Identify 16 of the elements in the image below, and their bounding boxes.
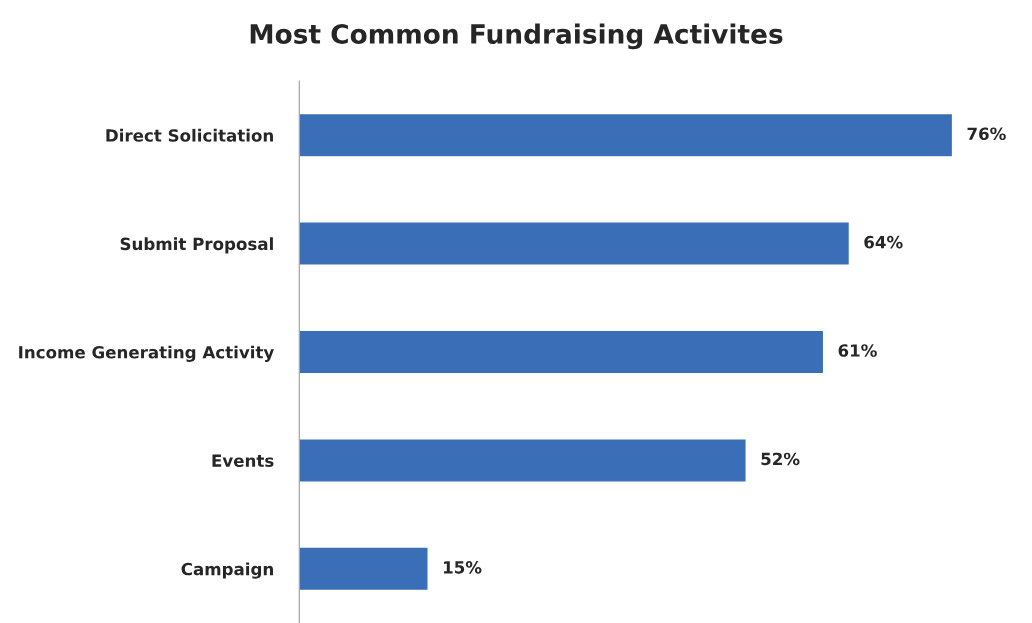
y-tick-label: Direct Solicitation	[106, 128, 273, 142]
data-label: 64%	[864, 235, 903, 249]
y-tick-label: Submit Proposal	[120, 237, 273, 254]
data-label: 15%	[443, 561, 482, 574]
bar	[299, 546, 429, 592]
bar	[299, 112, 954, 158]
data-label: 61%	[838, 344, 877, 357]
y-tick-label: Campaign	[181, 562, 273, 579]
bar	[299, 438, 747, 483]
data-label: 76%	[967, 127, 1006, 141]
bar	[299, 329, 825, 375]
chart-title: Most Common Fundraising Activites	[250, 23, 783, 50]
data-label: 52%	[761, 452, 800, 466]
y-tick-label: Events	[212, 454, 274, 467]
y-tick-label: Income Generating Activity	[19, 345, 274, 362]
bar	[299, 221, 851, 266]
